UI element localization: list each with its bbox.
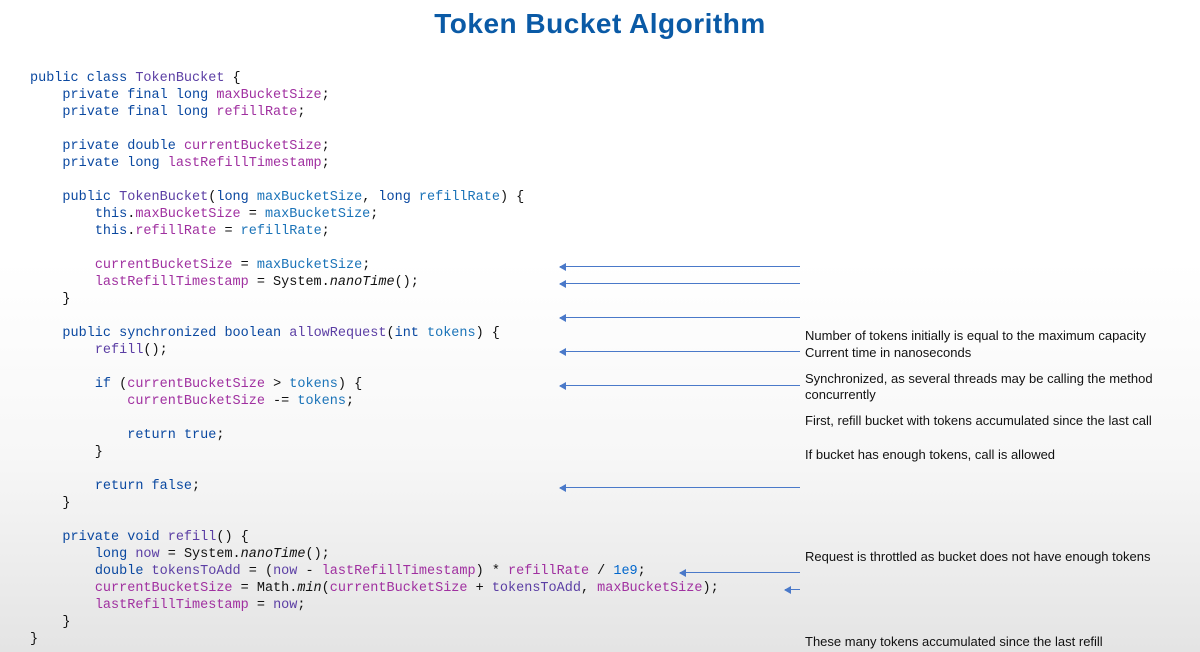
annotation-text: These many tokens accumulated since the … — [805, 634, 1185, 650]
code-line: public class TokenBucket { — [30, 70, 719, 87]
code-line: double tokensToAdd = (now - lastRefillTi… — [30, 563, 719, 580]
code-line: private long lastRefillTimestamp; — [30, 155, 719, 172]
annotation-text: Current time in nanoseconds — [805, 345, 1185, 361]
annotation-text: Number of tokens initially is equal to t… — [805, 328, 1185, 344]
annotation-arrow — [560, 266, 800, 267]
code-line: private void refill() { — [30, 529, 719, 546]
code-line: } — [30, 614, 719, 631]
code-line: currentBucketSize = Math.min(currentBuck… — [30, 580, 719, 597]
code-line: public synchronized boolean allowRequest… — [30, 325, 719, 342]
code-line: private double currentBucketSize; — [30, 138, 719, 155]
annotation-arrow — [785, 589, 800, 590]
page-title: Token Bucket Algorithm — [0, 0, 1200, 40]
annotation-arrow — [680, 572, 800, 573]
code-line: lastRefillTimestamp = now; — [30, 597, 719, 614]
code-line: } — [30, 631, 719, 648]
code-line: this.maxBucketSize = maxBucketSize; — [30, 206, 719, 223]
annotation-arrow — [560, 283, 800, 284]
code-line: private final long maxBucketSize; — [30, 87, 719, 104]
annotation-text: If bucket has enough tokens, call is all… — [805, 447, 1185, 463]
code-line: } — [30, 291, 719, 308]
code-line — [30, 359, 719, 376]
annotation-arrow — [560, 351, 800, 352]
annotation-arrow — [560, 487, 800, 488]
code-line — [30, 121, 719, 138]
annotation-arrow — [560, 317, 800, 318]
code-line — [30, 172, 719, 189]
code-line: private final long refillRate; — [30, 104, 719, 121]
code-block: public class TokenBucket { private final… — [30, 70, 719, 648]
code-line — [30, 240, 719, 257]
code-line — [30, 512, 719, 529]
code-line: return true; — [30, 427, 719, 444]
code-line: this.refillRate = refillRate; — [30, 223, 719, 240]
code-line: long now = System.nanoTime(); — [30, 546, 719, 563]
annotation-arrow — [560, 385, 800, 386]
annotation-text: First, refill bucket with tokens accumul… — [805, 413, 1185, 429]
annotation-text: Request is throttled as bucket does not … — [805, 549, 1185, 565]
code-line: public TokenBucket(long maxBucketSize, l… — [30, 189, 719, 206]
annotation-text: Synchronized, as several threads may be … — [805, 371, 1185, 403]
code-line — [30, 410, 719, 427]
code-line: } — [30, 444, 719, 461]
code-line: } — [30, 495, 719, 512]
code-line: currentBucketSize -= tokens; — [30, 393, 719, 410]
code-line — [30, 461, 719, 478]
